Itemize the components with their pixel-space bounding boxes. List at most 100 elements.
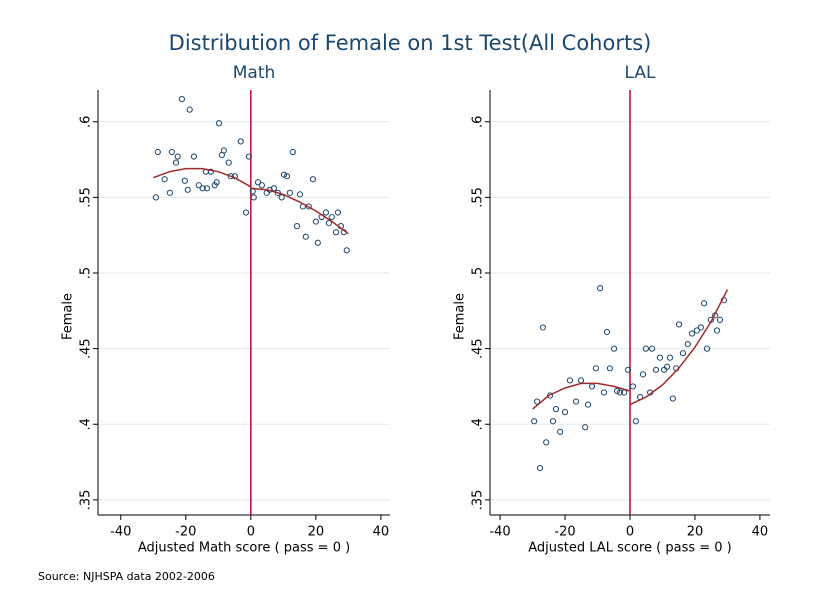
marker [648, 345, 656, 352]
marker [220, 147, 227, 154]
marker [213, 179, 220, 186]
marker [584, 401, 592, 408]
x-axis-title: Adjusted LAL score ( pass = 0 ) [528, 541, 732, 556]
marker [656, 354, 663, 361]
panel-subtitle: Math [233, 63, 276, 83]
marker [178, 95, 185, 103]
marker [572, 398, 580, 405]
marker [539, 324, 547, 331]
marker [270, 185, 278, 192]
marker [663, 363, 671, 370]
y-tick-label: .4 [79, 418, 94, 430]
marker [199, 185, 206, 192]
marker [603, 328, 611, 336]
y-tick-label: .6 [471, 116, 486, 128]
fit-line [153, 167, 252, 188]
marker [245, 153, 252, 160]
marker [616, 389, 624, 396]
marker [536, 465, 544, 472]
marker [314, 239, 321, 246]
x-tick-label: -40 [489, 525, 510, 540]
marker [557, 428, 564, 435]
marker [688, 330, 696, 337]
marker [305, 203, 312, 210]
x-tick-label: 40 [373, 525, 390, 540]
y-tick-label: .45 [79, 338, 94, 359]
marker [181, 177, 188, 184]
marker [286, 189, 293, 196]
marker [186, 106, 193, 113]
y-tick-label: .55 [79, 187, 94, 208]
marker [600, 389, 608, 396]
marker [312, 218, 319, 225]
x-tick-label: -40 [110, 525, 131, 540]
x-tick-label: 20 [308, 525, 325, 540]
chart-title: Distribution of Female on 1st Test(All C… [169, 31, 652, 55]
marker [713, 327, 721, 334]
y-tick-label: .4 [471, 418, 486, 430]
marker [566, 377, 574, 384]
marker [302, 233, 309, 240]
marker [227, 173, 234, 180]
marker [237, 138, 244, 145]
marker [250, 194, 257, 201]
marker [561, 409, 569, 416]
marker [624, 366, 632, 373]
marker [309, 176, 317, 183]
fit-line [629, 289, 729, 406]
marker [703, 345, 711, 352]
fit-line [532, 382, 631, 410]
marker [632, 418, 639, 425]
marker [552, 406, 560, 413]
marker [716, 316, 724, 323]
marker [639, 371, 647, 378]
y-tick-label: .55 [471, 187, 486, 208]
x-tick-label: 0 [626, 525, 634, 540]
marker [533, 398, 541, 405]
marker [203, 185, 211, 192]
panel-subtitle: LAL [625, 63, 656, 83]
marker [154, 148, 161, 156]
marker [168, 148, 175, 156]
x-tick-label: -20 [175, 525, 196, 540]
marker [610, 345, 618, 352]
marker [582, 424, 589, 431]
x-tick-label: 40 [752, 525, 769, 540]
marker [293, 223, 301, 230]
y-tick-label: .45 [471, 338, 486, 359]
marker [258, 182, 265, 189]
marker [161, 176, 168, 183]
marker [592, 365, 599, 372]
marker [613, 387, 621, 395]
marker [652, 366, 660, 373]
marker [283, 173, 291, 180]
marker [343, 247, 350, 254]
marker [531, 418, 538, 425]
y-tick-label: .35 [471, 490, 486, 511]
marker [280, 171, 288, 178]
marker [215, 120, 223, 127]
fit-line [250, 187, 349, 235]
marker [642, 345, 650, 352]
marker [629, 383, 637, 390]
marker [334, 209, 342, 216]
marker [684, 340, 691, 348]
marker [296, 191, 304, 198]
marker [254, 179, 262, 186]
x-tick-label: -20 [554, 525, 575, 540]
marker [207, 168, 214, 175]
marker [325, 219, 332, 227]
marker [700, 300, 708, 307]
source-note: Source: NJHSPA data 2002-2006 [38, 570, 215, 583]
marker [693, 327, 701, 334]
marker [174, 153, 181, 160]
marker [597, 285, 604, 292]
marker [679, 350, 687, 357]
marker [242, 209, 250, 216]
x-axis-title: Adjusted Math score ( pass = 0 ) [138, 541, 350, 556]
marker [289, 148, 296, 156]
marker [172, 159, 180, 166]
marker [166, 189, 173, 196]
marker [669, 395, 676, 402]
